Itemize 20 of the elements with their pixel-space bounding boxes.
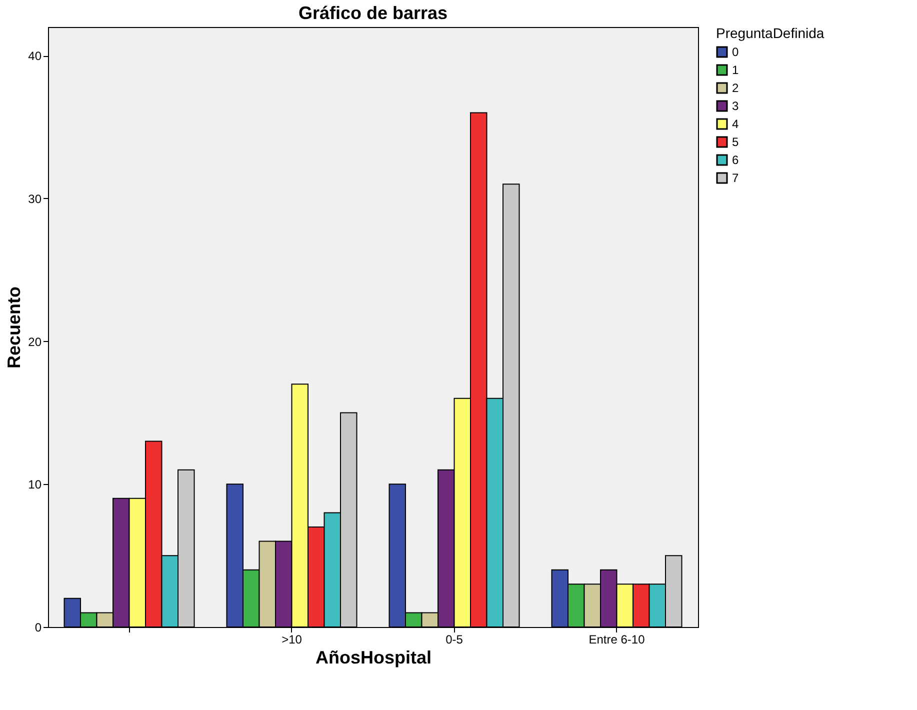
legend-title: PreguntaDefinida <box>716 25 824 41</box>
legend-label: 4 <box>732 117 739 131</box>
y-tick-label: 40 <box>28 49 42 64</box>
x-tick-label: 0-5 <box>446 632 464 646</box>
legend-label: 1 <box>732 63 739 77</box>
legend-label: 3 <box>732 99 739 113</box>
y-axis-title: Recuento <box>4 286 24 369</box>
y-tick-label: 10 <box>28 478 42 492</box>
x-axis-title: AñosHospital <box>315 648 432 668</box>
y-tick-label: 20 <box>28 334 42 349</box>
legend-label: 5 <box>732 135 739 149</box>
legend-label: 0 <box>732 45 739 59</box>
legend-label: 2 <box>732 81 739 95</box>
y-tick-label: 30 <box>28 192 42 206</box>
y-tick-label: 0 <box>34 620 42 634</box>
legend-label: 7 <box>732 171 739 185</box>
x-tick-label: Entre 6-10 <box>588 632 646 646</box>
x-tick-label: >10 <box>282 632 302 646</box>
chart-title: Gráfico de barras <box>298 3 448 23</box>
legend-label: 6 <box>732 153 739 167</box>
